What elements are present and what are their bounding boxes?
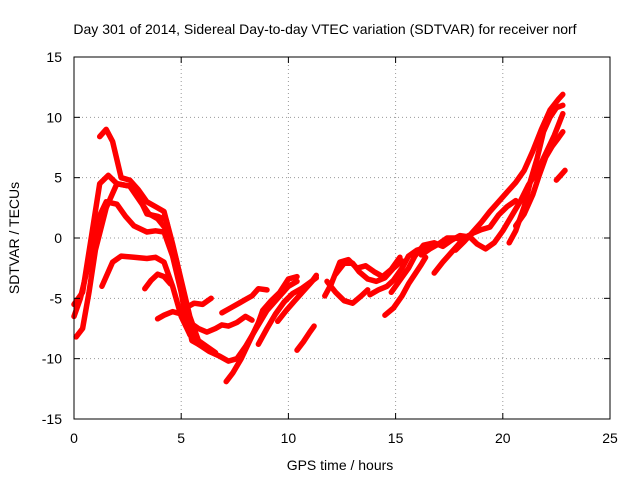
series-line-sat-x <box>512 129 566 229</box>
series-group <box>71 91 568 385</box>
series-line-sat-i <box>223 273 300 385</box>
y-tick-label: 0 <box>54 230 62 246</box>
series-line-sat-h <box>182 295 214 311</box>
y-tick-label: -10 <box>42 351 62 367</box>
x-tick-label: 10 <box>281 430 297 446</box>
y-tick-label: 5 <box>54 170 62 186</box>
series-line-sat-p <box>332 258 405 285</box>
y-tick-label: -15 <box>42 411 62 427</box>
y-tick-label: 15 <box>46 49 62 65</box>
x-tick-label: 20 <box>495 430 511 446</box>
series-line-sat-d <box>96 126 219 356</box>
series-line-sat-r <box>382 254 429 318</box>
x-axis-label: GPS time / hours <box>287 457 394 473</box>
y-tick-label: 10 <box>46 109 62 125</box>
series-line-sat-y <box>553 167 568 183</box>
series-line-sat-o <box>324 278 371 306</box>
series-line-sat-l <box>274 272 320 325</box>
x-tick-label: 15 <box>388 430 404 446</box>
series-line-sat-j <box>219 285 270 316</box>
axis-ticks: 0 5 10 15 20 25 -15 -10 -5 0 5 10 15 <box>42 49 618 446</box>
series-line-sat-v <box>452 91 566 253</box>
x-tick-label: 25 <box>602 430 618 446</box>
x-tick-label: 5 <box>177 430 185 446</box>
series-line-sat-g <box>154 308 255 335</box>
series-line-sat-f <box>142 271 174 292</box>
grid <box>74 57 610 419</box>
x-tick-label: 0 <box>70 430 78 446</box>
series-line-sat-m <box>294 323 317 353</box>
y-tick-label: -5 <box>50 290 63 306</box>
y-axis-label: SDTVAR / TECUs <box>6 182 22 294</box>
chart-title: Day 301 of 2014, Sidereal Day-to-day VTE… <box>73 21 576 37</box>
